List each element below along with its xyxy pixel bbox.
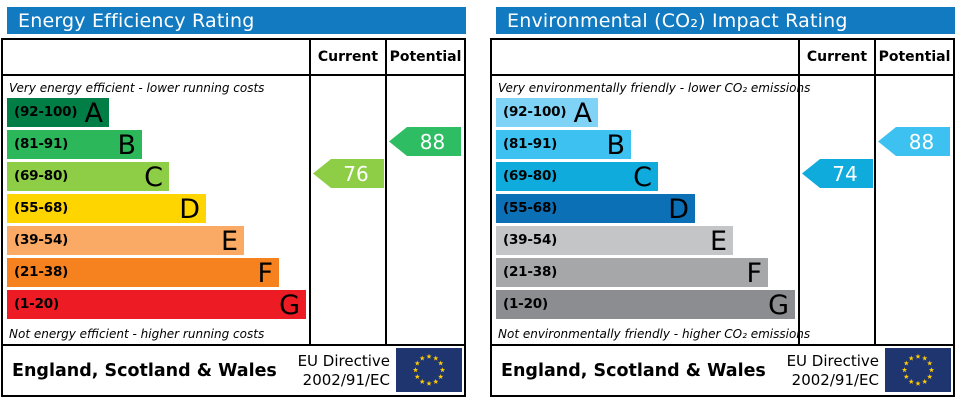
potential-rating-arrow: 88 (878, 127, 950, 156)
band-range-label: (21-38) (503, 264, 558, 280)
band-letter: G (768, 290, 789, 321)
current-rating-arrow: 76 (313, 159, 384, 188)
band-letter: B (117, 130, 136, 161)
table-header-row: Current Potential (3, 40, 464, 76)
band-letter: B (606, 130, 625, 161)
footer-divider (492, 344, 953, 346)
potential-column-header: Potential (389, 49, 462, 65)
potential-rating-value: 88 (908, 129, 935, 154)
band-letter: C (633, 162, 652, 193)
bottom-caption: Not environmentally friendly - higher CO… (498, 327, 811, 341)
panel-title-bar: Environmental (CO₂) Impact Rating (496, 7, 955, 34)
eu-flag-icon (396, 348, 462, 392)
band-c: (69-80) C (496, 162, 658, 193)
energy-efficiency-panel: Energy Efficiency Rating Current Potenti… (1, 0, 466, 404)
band-range-label: (69-80) (14, 168, 69, 184)
eu-directive-label: EU Directive 2002/91/EC (787, 352, 879, 390)
bottom-caption: Not energy efficient - higher running co… (9, 327, 265, 341)
band-letter: G (279, 290, 300, 321)
current-column-header: Current (806, 49, 868, 65)
top-caption: Very environmentally friendly - lower CO… (498, 81, 811, 95)
region-label: England, Scotland & Wales (12, 360, 277, 381)
band-letter: A (84, 98, 103, 129)
potential-rating-arrow: 88 (389, 127, 461, 156)
band-range-label: (39-54) (14, 232, 69, 248)
band-range-label: (81-91) (503, 136, 558, 152)
band-letter: F (257, 258, 273, 289)
potential-column-header: Potential (878, 49, 951, 65)
band-letter: A (573, 98, 592, 129)
eu-directive-line1: EU Directive (786, 351, 879, 370)
panel-title: Environmental (CO₂) Impact Rating (507, 9, 848, 32)
top-caption: Very energy efficient - lower running co… (9, 81, 265, 95)
band-letter: F (746, 258, 762, 289)
eu-directive-line1: EU Directive (297, 351, 390, 370)
eu-directive-line2: 2002/91/EC (302, 370, 390, 389)
band-range-label: (55-68) (503, 200, 558, 216)
column-divider (385, 40, 387, 344)
band-letter: E (709, 226, 727, 257)
eu-directive-line2: 2002/91/EC (791, 370, 879, 389)
table-footer: England, Scotland & Wales EU Directive 2… (3, 346, 464, 395)
eu-flag-icon (885, 348, 951, 392)
current-rating-value: 74 (832, 161, 858, 186)
band-b: (81-91) B (496, 130, 631, 161)
eu-directive-label: EU Directive 2002/91/EC (298, 352, 390, 390)
band-g: (1-20) G (7, 290, 306, 321)
current-rating-arrow: 74 (802, 159, 873, 188)
band-e: (39-54) E (7, 226, 244, 257)
band-range-label: (92-100) (503, 104, 567, 120)
band-f: (21-38) F (7, 258, 279, 289)
band-d: (55-68) D (496, 194, 695, 225)
rating-table: Current Potential Very environmentally f… (490, 38, 955, 397)
band-letter: D (668, 194, 689, 225)
band-range-label: (1-20) (14, 296, 59, 312)
band-range-label: (92-100) (14, 104, 78, 120)
footer-divider (3, 344, 464, 346)
table-footer: England, Scotland & Wales EU Directive 2… (492, 346, 953, 395)
band-f: (21-38) F (496, 258, 768, 289)
current-column-header: Current (317, 49, 379, 65)
band-letter: C (144, 162, 163, 193)
band-a: (92-100) A (496, 98, 598, 129)
table-header-row: Current Potential (492, 40, 953, 76)
potential-rating-value: 88 (419, 129, 446, 154)
band-range-label: (69-80) (503, 168, 558, 184)
band-letter: D (179, 194, 200, 225)
column-divider (798, 40, 800, 344)
band-e: (39-54) E (496, 226, 733, 257)
band-range-label: (1-20) (503, 296, 548, 312)
band-range-label: (55-68) (14, 200, 69, 216)
region-label: England, Scotland & Wales (501, 360, 766, 381)
band-range-label: (39-54) (503, 232, 558, 248)
current-rating-value: 76 (343, 161, 369, 186)
column-divider (309, 40, 311, 344)
panel-title-bar: Energy Efficiency Rating (7, 7, 466, 34)
band-c: (69-80) C (7, 162, 169, 193)
band-a: (92-100) A (7, 98, 109, 129)
environmental-impact-panel: Environmental (CO₂) Impact Rating Curren… (490, 0, 955, 404)
column-divider (874, 40, 876, 344)
band-range-label: (21-38) (14, 264, 69, 280)
panel-title: Energy Efficiency Rating (18, 9, 255, 32)
band-g: (1-20) G (496, 290, 795, 321)
band-d: (55-68) D (7, 194, 206, 225)
rating-table: Current Potential Very energy efficient … (1, 38, 466, 397)
band-letter: E (220, 226, 238, 257)
band-b: (81-91) B (7, 130, 142, 161)
band-range-label: (81-91) (14, 136, 69, 152)
